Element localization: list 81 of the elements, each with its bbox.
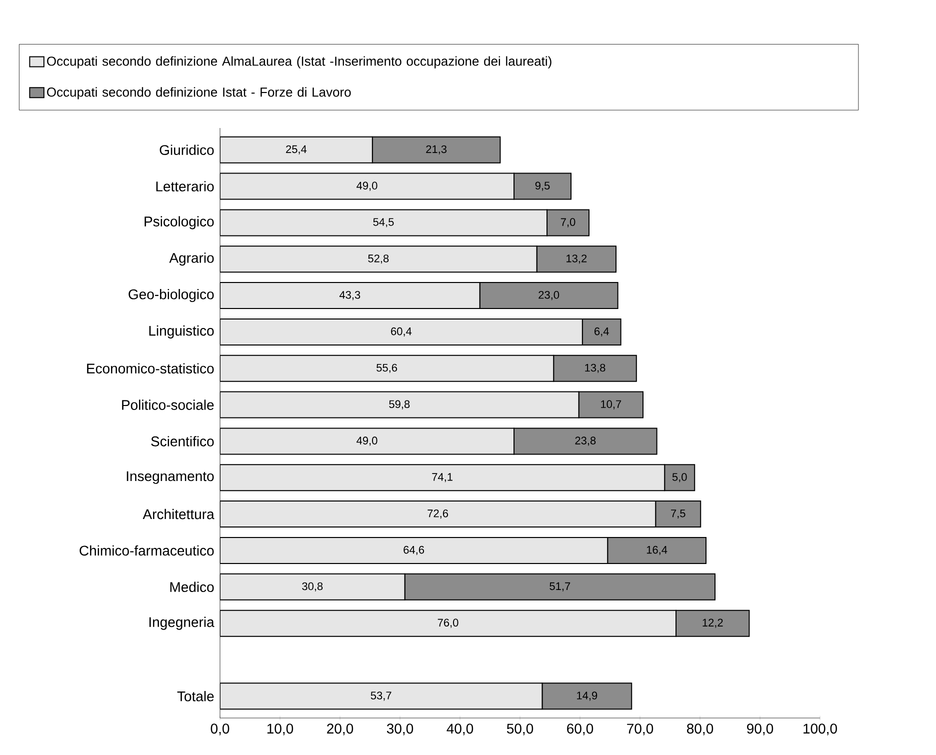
data-label: 53,7 xyxy=(370,692,392,701)
x-tick-label: 30,0 xyxy=(386,724,414,736)
x-tick-label: 80,0 xyxy=(686,724,714,736)
data-label: 74,1 xyxy=(432,473,452,482)
data-label: 10,7 xyxy=(601,400,622,410)
data-label: 23,0 xyxy=(538,290,560,300)
data-label: 7,0 xyxy=(560,218,576,228)
x-tick-label: 50,0 xyxy=(506,724,534,736)
data-label: 43,3 xyxy=(339,290,360,300)
y-tick-label: Scientifico xyxy=(151,436,214,446)
data-label: 52,8 xyxy=(368,254,389,264)
bar xyxy=(220,682,543,710)
data-label: 49,0 xyxy=(356,182,378,191)
data-label: 51,7 xyxy=(550,582,570,592)
data-label: 13,2 xyxy=(566,254,587,264)
y-tick-label: Medico xyxy=(170,582,214,592)
y-tick-label: Insegnamento xyxy=(126,471,214,484)
y-tick-label: Politico-sociale xyxy=(122,400,214,410)
data-label: 25,4 xyxy=(286,145,307,154)
y-tick-label: Giuridico xyxy=(160,144,214,155)
data-label: 9,5 xyxy=(535,182,550,191)
legend-label: Occupati secondo definizione AlmaLaurea (Istat -Inserimento occupazione dei laureati) xyxy=(47,56,552,68)
x-tick-label: 90,0 xyxy=(747,724,774,736)
bar xyxy=(479,282,618,310)
bar xyxy=(220,172,515,200)
y-tick-label: Chimico-farmaceutico xyxy=(80,545,214,556)
bar xyxy=(514,428,658,455)
x-tick-label: 10,0 xyxy=(267,724,294,736)
bar xyxy=(220,573,406,600)
x-tick-label: 20,0 xyxy=(327,724,354,736)
data-label: 55,6 xyxy=(376,364,398,373)
data-label: 59,8 xyxy=(389,400,410,410)
y-tick-label: Ingegneria xyxy=(149,616,214,630)
data-label: 5,0 xyxy=(672,473,687,482)
data-label: 6,4 xyxy=(594,327,609,336)
data-label: 21,3 xyxy=(426,145,447,154)
bar xyxy=(220,246,538,273)
data-label: 64,6 xyxy=(404,546,424,556)
bar xyxy=(553,354,637,382)
data-label: 14,9 xyxy=(577,692,598,701)
data-label: 76,0 xyxy=(438,618,458,628)
data-label: 7,5 xyxy=(671,510,686,519)
y-tick-label: Architettura xyxy=(142,508,214,520)
x-tick-label: 40,0 xyxy=(446,724,474,736)
bar xyxy=(220,318,583,346)
bar xyxy=(220,209,548,236)
bar xyxy=(220,354,554,382)
bar xyxy=(220,428,515,455)
bar xyxy=(546,209,590,236)
bar xyxy=(220,391,580,418)
bar xyxy=(582,318,622,346)
data-label: 30,8 xyxy=(302,582,323,592)
y-tick-label: Letterario xyxy=(156,181,214,192)
y-tick-label: Totale xyxy=(177,691,214,702)
y-tick-label: Linguistico xyxy=(149,325,214,338)
bar xyxy=(514,172,572,200)
bar xyxy=(220,464,666,492)
data-label: 49,0 xyxy=(356,436,378,446)
bar xyxy=(220,536,608,564)
x-tick-label: 70,0 xyxy=(627,724,654,736)
bar xyxy=(220,500,656,528)
y-tick-label: Agrario xyxy=(169,252,214,266)
data-label: 54,5 xyxy=(373,218,394,228)
x-tick-label: 100,0 xyxy=(804,724,837,736)
y-tick-label: Economico-statistico xyxy=(87,363,214,374)
x-tick-label: 0,0 xyxy=(210,724,230,736)
data-label: 16,4 xyxy=(646,546,668,556)
y-tick-label: Psicologico xyxy=(144,216,214,230)
data-label: 72,6 xyxy=(428,510,448,519)
bar xyxy=(220,136,373,164)
y-tick-label: Geo-biologico xyxy=(128,289,214,302)
bar xyxy=(536,246,617,273)
data-label: 12,2 xyxy=(702,618,723,628)
x-tick-label: 60,0 xyxy=(567,724,594,736)
bar xyxy=(578,391,644,418)
bar xyxy=(220,282,480,310)
bar xyxy=(220,610,677,637)
legend-label: Occupati secondo definizione Istat - Forze di Lavoro xyxy=(47,87,351,100)
data-label: 23,8 xyxy=(575,436,596,446)
data-label: 60,4 xyxy=(391,327,412,336)
data-label: 13,8 xyxy=(585,364,606,373)
